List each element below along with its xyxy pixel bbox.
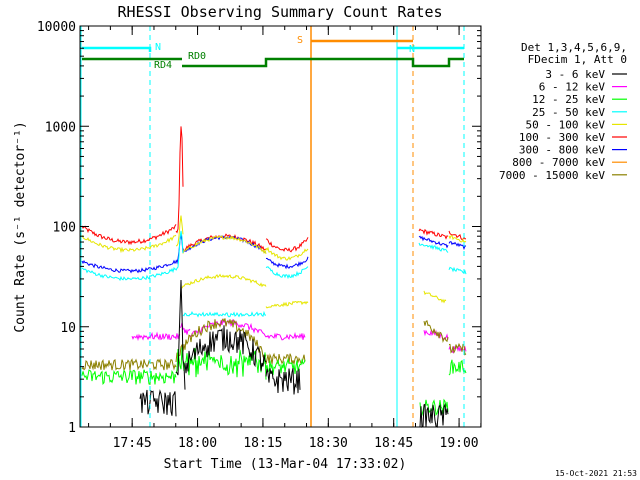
y-tick-label: 1000 [45, 120, 76, 135]
legend: Det 1,3,4,5,6,9,FDecim 1, Att 0 3 - 6 keV… [499, 41, 627, 182]
series-50-100-kev [265, 300, 309, 309]
legend-label: 3 - 6 keV [545, 68, 605, 81]
series-50-100-kev [448, 235, 467, 244]
series-100-300-kev [265, 237, 309, 253]
x-tick-label: 19:00 [440, 436, 479, 451]
series-25-50-kev [448, 266, 467, 275]
legend-label: 6 - 12 keV [539, 81, 606, 94]
series-7000-15000-kev [175, 318, 267, 363]
series-300-800-kev [448, 241, 466, 251]
series-50-100-kev [81, 234, 177, 254]
series-3-6-kev [184, 325, 267, 374]
legend-header: Det 1,3,4,5,6,9, [521, 41, 627, 54]
series-7000-15000-kev [448, 342, 467, 356]
series-6-12-kev [179, 322, 191, 335]
series-100-300-kev [175, 126, 184, 234]
series-50-100-kev [265, 246, 309, 261]
rd-flag-bar [182, 57, 464, 68]
series-25-50-kev [81, 266, 177, 282]
series-12-25-kev [448, 359, 467, 376]
legend-label: 800 - 7000 keV [512, 156, 605, 169]
legend-label: 300 - 800 keV [519, 144, 605, 157]
series-25-50-kev [175, 230, 184, 271]
y-axis-label: Count Rate (s⁻¹ detector⁻¹) [13, 121, 28, 332]
x-tick-label: 18:45 [374, 436, 413, 451]
series-100-300-kev [182, 233, 267, 253]
series-25-50-kev [182, 310, 266, 318]
series-7000-15000-kev [265, 352, 306, 365]
series-3-6-kev [175, 279, 186, 390]
x-tick-label: 18:15 [243, 436, 282, 451]
legend-label: 50 - 100 keV [526, 118, 606, 131]
series-6-12-kev [265, 331, 306, 341]
legend-label: 25 - 50 keV [532, 106, 605, 119]
y-tick-label: 10000 [37, 20, 76, 35]
night-flag-label: N [409, 44, 415, 55]
footer-timestamp: 15-Oct-2021 21:53 [555, 469, 637, 478]
series-100-300-kev [81, 224, 177, 246]
x-axis-label: Start Time (13-Mar-04 17:33:02) [164, 457, 407, 472]
x-tick-label: 17:45 [113, 436, 152, 451]
legend-header: FDecim 1, Att 0 [528, 53, 627, 66]
series-7000-15000-kev [81, 358, 177, 372]
x-tick-label: 18:00 [178, 436, 217, 451]
series-300-800-kev [81, 259, 177, 274]
series-12-25-kev [81, 369, 177, 385]
rd0-flag-label: RD0 [188, 51, 206, 62]
legend-label: 7000 - 15000 keV [499, 169, 605, 182]
y-tick-label: 100 [53, 221, 76, 236]
series-50-100-kev [423, 290, 447, 304]
series-3-6-kev [265, 368, 301, 395]
series-300-800-kev [418, 235, 449, 249]
series-50-100-kev [182, 235, 267, 255]
night-flag-label: N [155, 42, 161, 53]
series-300-800-kev [265, 256, 309, 270]
saa-flag-label: S [297, 35, 303, 46]
series-50-100-kev [175, 215, 184, 247]
chart-title: RHESSI Observing Summary Count Rates [117, 3, 442, 21]
plot-area: N N S RD0 RD4 [80, 26, 467, 428]
series-50-100-kev [181, 273, 267, 289]
night-flag-bar [82, 46, 152, 52]
series-7000-15000-kev [423, 320, 449, 343]
series-25-50-kev [265, 266, 309, 280]
series-100-300-kev [418, 228, 449, 240]
series-3-6-kev [139, 389, 177, 417]
y-tick-label: 1 [68, 421, 76, 436]
y-tick-label: 10 [60, 321, 76, 336]
axes: 1 10 100 1000 10000 17:45 18:00 18:15 18:30 18:45… [37, 20, 482, 451]
series-3-6-kev [419, 402, 449, 428]
legend-label: 100 - 300 keV [519, 131, 605, 144]
rd4-flag-label: RD4 [154, 60, 172, 71]
series-6-12-kev [131, 331, 181, 342]
legend-label: 12 - 25 keV [532, 93, 605, 106]
x-tick-label: 18:30 [309, 436, 348, 451]
series-25-50-kev [418, 242, 449, 253]
